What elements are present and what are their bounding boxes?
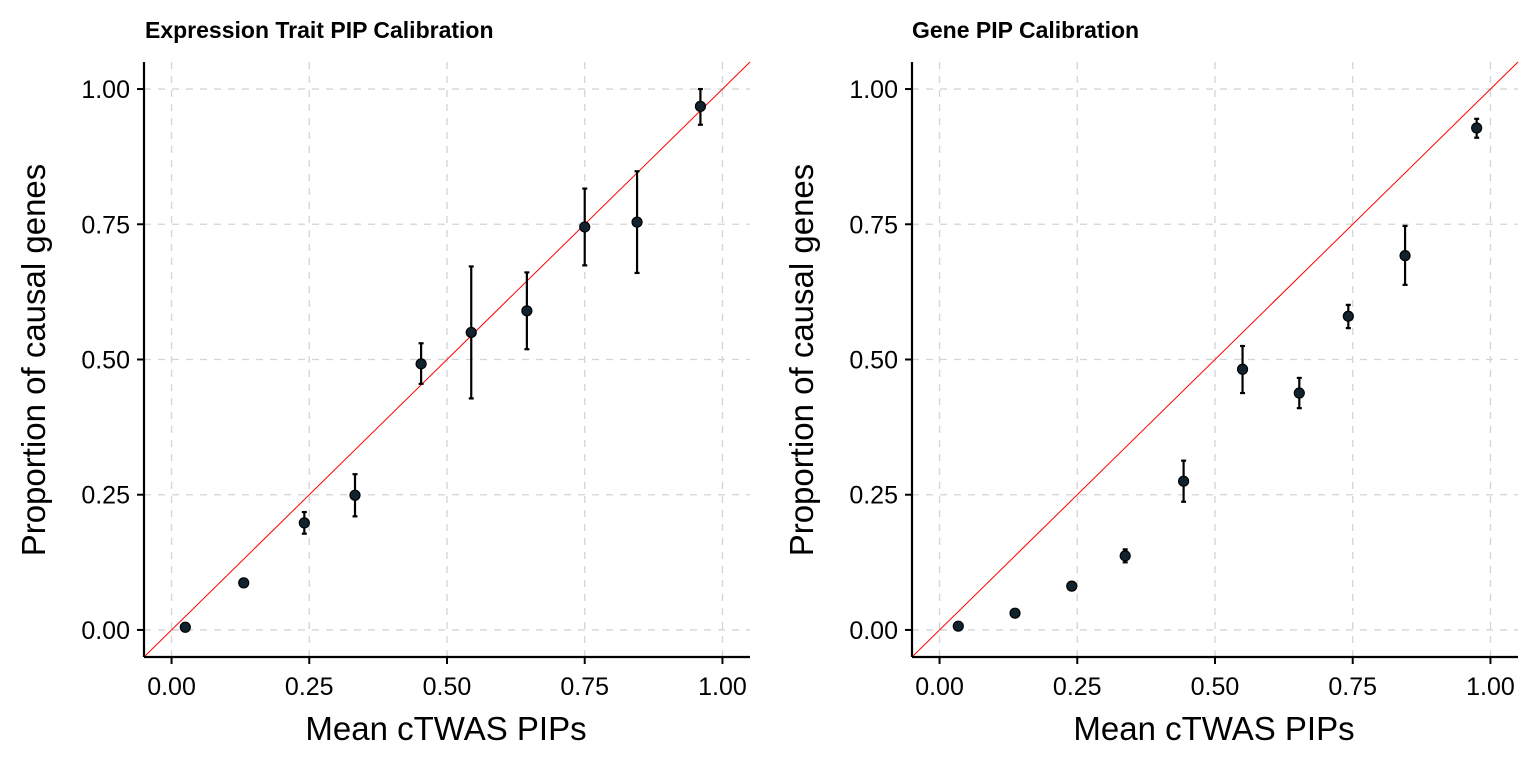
reference-line-layer bbox=[911, 61, 1519, 658]
data-point bbox=[465, 326, 477, 339]
data-points bbox=[952, 122, 1483, 632]
data-point bbox=[952, 620, 964, 632]
y-axis-title: Proportion of causal genes bbox=[783, 164, 820, 557]
y-tick-label: 1.00 bbox=[81, 76, 130, 104]
axes bbox=[905, 62, 1518, 664]
x-tick-label: 0.50 bbox=[423, 673, 472, 701]
reference-line bbox=[143, 61, 751, 658]
x-tick-label: 0.50 bbox=[1191, 673, 1240, 701]
x-tick-label: 1.00 bbox=[1466, 673, 1515, 701]
reference-line bbox=[911, 61, 1519, 658]
x-tick-labels: 0.00 0.25 0.50 0.75 1.00 bbox=[915, 673, 1515, 701]
x-tick-label: 0.00 bbox=[147, 673, 196, 701]
data-point bbox=[1009, 607, 1021, 619]
data-point bbox=[694, 100, 707, 112]
axes bbox=[137, 62, 750, 664]
data-point bbox=[579, 221, 591, 233]
x-axis-title: Mean cTWAS PIPs bbox=[305, 710, 586, 747]
x-tick-label: 0.25 bbox=[285, 673, 334, 701]
y-tick-label: 0.25 bbox=[849, 482, 898, 510]
y-tick-label: 0.50 bbox=[81, 347, 130, 375]
data-point bbox=[1293, 387, 1305, 399]
y-tick-label: 0.75 bbox=[81, 211, 130, 239]
data-point bbox=[521, 305, 533, 317]
y-tick-label: 0.00 bbox=[849, 617, 898, 645]
data-points bbox=[179, 100, 707, 633]
x-tick-label: 0.00 bbox=[915, 673, 964, 701]
data-point bbox=[349, 489, 361, 501]
data-point bbox=[1066, 580, 1078, 592]
y-axis-title: Proportion of causal genes bbox=[15, 164, 52, 557]
reference-line-layer bbox=[143, 61, 751, 658]
data-point bbox=[415, 358, 427, 370]
data-point bbox=[1177, 475, 1190, 487]
x-tick-label: 0.75 bbox=[560, 673, 609, 701]
y-tick-label: 0.50 bbox=[849, 347, 898, 375]
data-point bbox=[179, 621, 191, 633]
gene-panel: Gene PIP Calibration 0.00 0.25 0.50 0.75 1.0… bbox=[783, 17, 1519, 747]
data-point bbox=[1399, 250, 1411, 262]
y-tick-label: 1.00 bbox=[849, 76, 898, 104]
x-axis-title: Mean cTWAS PIPs bbox=[1073, 710, 1354, 747]
data-point bbox=[1236, 363, 1249, 375]
y-tick-labels: 0.00 0.25 0.50 0.75 1.00 bbox=[81, 76, 130, 645]
x-tick-label: 1.00 bbox=[698, 673, 747, 701]
y-tick-label: 0.00 bbox=[81, 617, 130, 645]
panel-title: Gene PIP Calibration bbox=[912, 17, 1139, 43]
error-bars bbox=[301, 87, 703, 535]
data-point bbox=[631, 216, 643, 228]
y-tick-label: 0.25 bbox=[81, 482, 130, 510]
x-tick-label: 0.75 bbox=[1328, 673, 1377, 701]
y-tick-labels: 0.00 0.25 0.50 0.75 1.00 bbox=[849, 76, 898, 645]
expression-trait-panel: Expression Trait PIP Calibration 0.00 0.2… bbox=[15, 17, 751, 747]
data-point bbox=[298, 517, 310, 529]
panel-title: Expression Trait PIP Calibration bbox=[145, 17, 494, 43]
error-bars bbox=[1122, 117, 1480, 564]
y-tick-label: 0.75 bbox=[849, 211, 898, 239]
data-point bbox=[1119, 550, 1131, 562]
grid-lines bbox=[144, 62, 750, 657]
data-point bbox=[1342, 310, 1354, 322]
data-point bbox=[1471, 122, 1483, 134]
x-tick-label: 0.25 bbox=[1053, 673, 1102, 701]
data-point bbox=[238, 577, 250, 589]
x-tick-labels: 0.00 0.25 0.50 0.75 1.00 bbox=[147, 673, 747, 701]
